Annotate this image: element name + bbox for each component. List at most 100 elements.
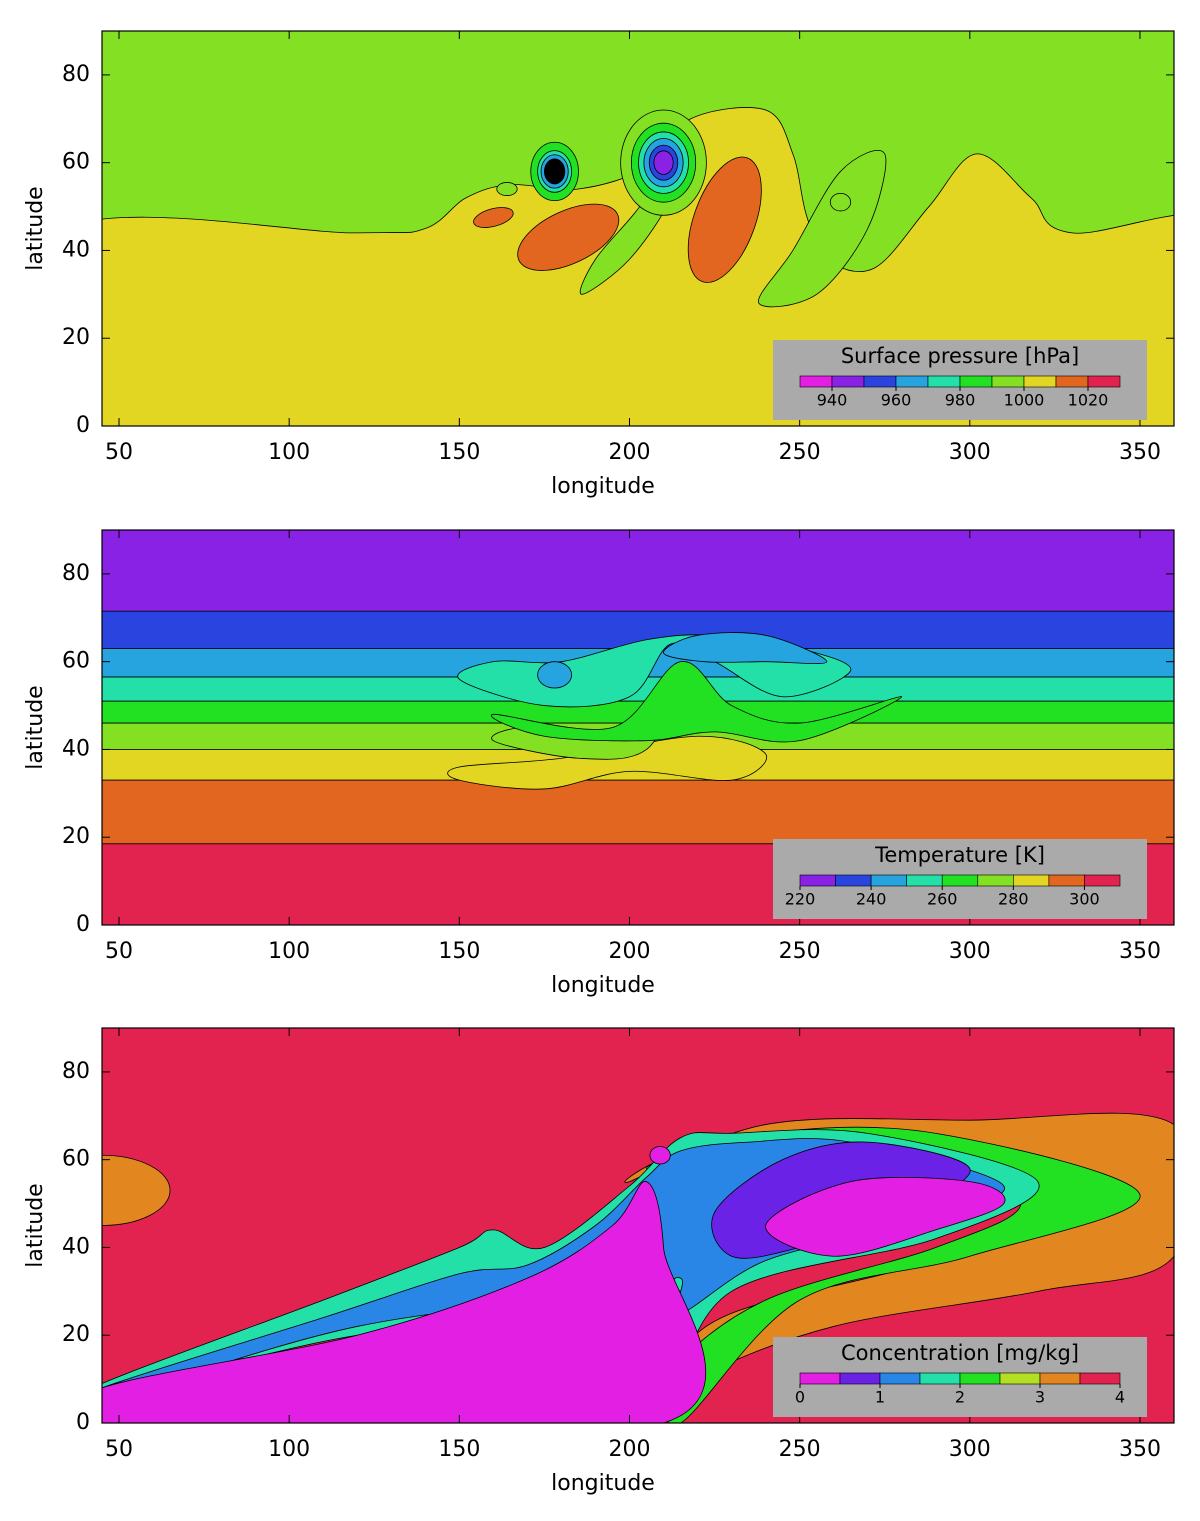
x-tick-label: 300 [949, 1437, 991, 1462]
y-tick-label: 0 [76, 1410, 90, 1435]
colorbar-swatch [799, 874, 836, 887]
y-tick-label: 80 [62, 62, 90, 87]
y-tick-label: 60 [62, 649, 90, 674]
contour-band [102, 779, 1174, 845]
y-tick-label: 80 [62, 561, 90, 586]
colorbar-tick-label: 220 [785, 890, 816, 909]
colorbar-swatch [863, 375, 897, 388]
y-axis-label: latitude [23, 186, 48, 270]
plot-frame [101, 529, 1175, 926]
y-tick-label: 20 [62, 325, 90, 350]
colorbar-tick-label: 4 [1115, 1388, 1125, 1407]
x-tick-label: 250 [779, 939, 821, 964]
x-tick-label: 200 [608, 1437, 650, 1462]
contour-region [687, 156, 762, 283]
colorbar-legend: Concentration [mg/kg] 0 1 2 3 4 [773, 1337, 1147, 1417]
y-tick-label: 40 [62, 1234, 90, 1259]
colorbar-tick-label: 280 [998, 890, 1029, 909]
contour-region [517, 203, 620, 271]
colorbar-swatch [1048, 874, 1085, 887]
x-tick-label: 200 [608, 939, 650, 964]
colorbar-swatch [919, 1372, 961, 1385]
plot-frame [101, 30, 1175, 427]
y-tick-label: 0 [76, 912, 90, 937]
contour-region [758, 149, 887, 308]
x-tick-label: 350 [1119, 1437, 1161, 1462]
map-panel: 50 100 150 200 250 300 350020406080longitudela… [23, 30, 1175, 499]
x-tick-label: 50 [105, 939, 133, 964]
y-tick-label: 80 [62, 1059, 90, 1084]
x-tick-label: 50 [105, 1437, 133, 1462]
x-tick-label: 100 [268, 440, 310, 465]
x-tick-label: 300 [949, 939, 991, 964]
colorbar-tick-label: 3 [1035, 1388, 1045, 1407]
y-tick-label: 60 [62, 150, 90, 175]
colorbar-tick-label: 2 [955, 1388, 965, 1407]
colorbar-title: Temperature [K] [874, 843, 1045, 867]
x-tick-label: 150 [438, 440, 480, 465]
colorbar-legend: Surface pressure [hPa] 940 960 980 1000 1020 [773, 340, 1147, 420]
colorbar-tick-label: 960 [881, 391, 912, 410]
colorbar-swatch [1055, 375, 1089, 388]
colorbar-swatch [835, 874, 872, 887]
x-axis-label: longitude [551, 973, 655, 998]
colorbar-swatch [799, 1372, 841, 1385]
colorbar-swatch [941, 874, 979, 887]
y-tick-label: 20 [62, 1322, 90, 1347]
colorbar-tick-label: 240 [856, 890, 887, 909]
colorbar-swatch [999, 1372, 1041, 1385]
colorbar-swatch [1087, 375, 1121, 388]
x-tick-label: 200 [608, 440, 650, 465]
x-tick-label: 300 [949, 440, 991, 465]
y-tick-label: 40 [62, 237, 90, 262]
map-panel: 50 100 150 200 250 300 350020406080longitudela… [23, 1027, 1175, 1496]
colorbar-swatch [1039, 1372, 1081, 1385]
contour-region [547, 162, 562, 181]
y-axis-label: latitude [23, 685, 48, 769]
colorbar-title: Surface pressure [hPa] [841, 344, 1079, 368]
colorbar-swatch [927, 375, 961, 388]
colorbar-swatch [839, 1372, 881, 1385]
x-tick-label: 100 [268, 939, 310, 964]
colorbar-swatch [991, 375, 1025, 388]
colorbar-swatch [1079, 1372, 1121, 1385]
contour-region [490, 661, 903, 743]
plot-frame [101, 1027, 1175, 1424]
contour-field [102, 530, 1174, 925]
contour-region [102, 1181, 707, 1423]
colorbar-tick-label: 980 [945, 391, 976, 410]
contour-region [473, 207, 514, 228]
contour-region [447, 735, 768, 790]
colorbar-swatch [831, 375, 865, 388]
contour-region [765, 1177, 1006, 1257]
contour-field [102, 31, 1174, 426]
x-tick-label: 50 [105, 440, 133, 465]
colorbar-swatch [879, 1372, 921, 1385]
y-axis-label: latitude [23, 1183, 48, 1267]
contour-region [102, 1154, 171, 1226]
colorbar-tick-label: 940 [817, 391, 848, 410]
colorbar-swatch [906, 874, 943, 887]
colorbar-tick-label: 1020 [1068, 391, 1109, 410]
colorbar-swatch [1023, 375, 1057, 388]
x-tick-label: 250 [779, 1437, 821, 1462]
x-axis-label: longitude [551, 1471, 655, 1496]
x-axis-label: longitude [551, 474, 655, 499]
x-tick-label: 150 [438, 939, 480, 964]
colorbar-swatch [959, 1372, 1001, 1385]
map-panel: 50 100 150 200 250 300 350020406080longitudela… [23, 529, 1175, 998]
contour-region [829, 192, 852, 212]
x-tick-label: 250 [779, 440, 821, 465]
contour-region [496, 182, 518, 196]
colorbar-swatch [959, 375, 993, 388]
colorbar-legend: Temperature [K] 220 240 260 280 300 [773, 839, 1147, 919]
colorbar-swatch [1013, 874, 1050, 887]
y-tick-label: 60 [62, 1147, 90, 1172]
x-tick-label: 150 [438, 1437, 480, 1462]
y-tick-label: 20 [62, 824, 90, 849]
y-tick-label: 40 [62, 736, 90, 761]
contour-region [663, 632, 828, 665]
colorbar-tick-label: 260 [927, 890, 958, 909]
contour-region [649, 1146, 671, 1165]
